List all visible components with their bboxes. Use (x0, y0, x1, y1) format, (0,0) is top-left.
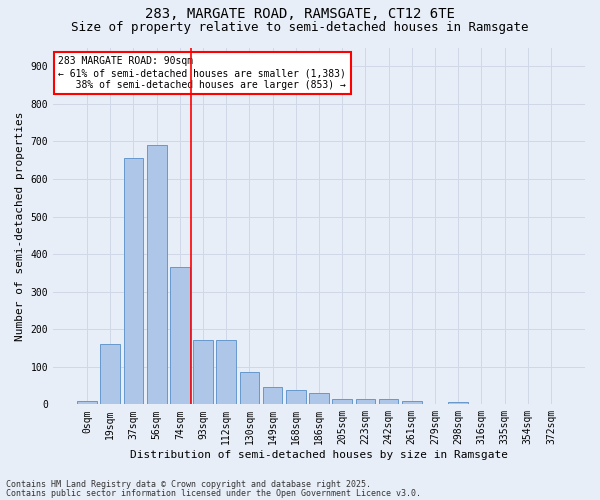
Bar (239, 372, 259, 404)
Text: 283, MARGATE ROAD, RAMSGATE, CT12 6TE: 283, MARGATE ROAD, RAMSGATE, CT12 6TE (145, 8, 455, 22)
Bar (100, 344, 120, 405)
Bar (170, 267, 190, 404)
Text: Contains HM Land Registry data © Crown copyright and database right 2025.: Contains HM Land Registry data © Crown c… (6, 480, 371, 489)
Bar (379, 400, 398, 404)
Text: Contains public sector information licensed under the Open Government Licence v3: Contains public sector information licen… (6, 488, 421, 498)
Bar (402, 400, 422, 404)
Text: Size of property relative to semi-detached houses in Ramsgate: Size of property relative to semi-detach… (71, 21, 529, 34)
Bar (193, 340, 213, 404)
Bar (263, 386, 283, 404)
Bar (77, 402, 97, 404)
Text: 283 MARGATE ROAD: 90sqm
← 61% of semi-detached houses are smaller (1,383)
   38%: 283 MARGATE ROAD: 90sqm ← 61% of semi-de… (58, 56, 346, 90)
Bar (147, 145, 167, 405)
Bar (124, 158, 143, 404)
Bar (356, 400, 375, 404)
Bar (309, 393, 329, 404)
Bar (448, 402, 468, 404)
Bar (286, 390, 305, 404)
Y-axis label: Number of semi-detached properties: Number of semi-detached properties (15, 111, 25, 340)
Bar (332, 398, 352, 404)
Bar (217, 340, 236, 404)
X-axis label: Distribution of semi-detached houses by size in Ramsgate: Distribution of semi-detached houses by … (130, 450, 508, 460)
